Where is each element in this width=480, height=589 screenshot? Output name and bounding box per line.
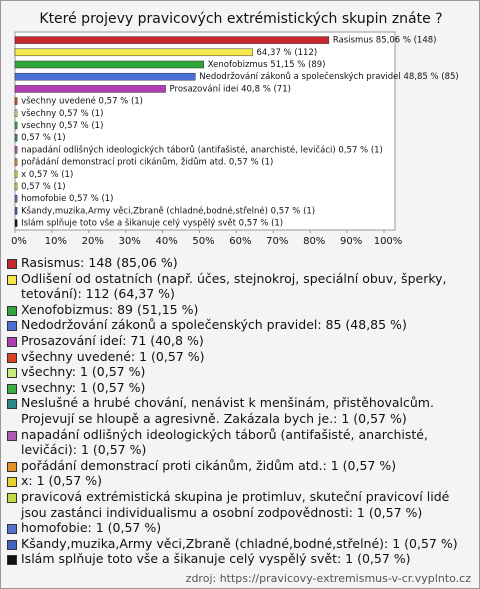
x-tick-label: 20% bbox=[82, 236, 104, 247]
bar bbox=[14, 97, 18, 105]
legend-label: všechny uvedené: 1 (0,57 %) bbox=[21, 348, 205, 364]
legend-item: Neslušné a hrubé chování, nenávist k men… bbox=[7, 395, 473, 426]
legend: Rasismus: 148 (85,06 %) Odlišení od ostat… bbox=[7, 255, 473, 567]
chart-title: Které projevy pravicových extrémistickýc… bbox=[39, 11, 442, 27]
bar bbox=[14, 219, 18, 227]
legend-swatch bbox=[7, 492, 17, 503]
bar-label: všechny uvedené 0,57 % (1) bbox=[21, 96, 143, 107]
legend-label: Neslušné a hrubé chování, nenávist k men… bbox=[21, 395, 434, 426]
legend-label: x: 1 (0,57 %) bbox=[21, 473, 102, 489]
source: zdroj: https://pravicovy-extremismus-v-c… bbox=[185, 572, 471, 585]
legend-swatch bbox=[7, 461, 17, 472]
x-tick-label: 30% bbox=[119, 236, 141, 247]
legend-swatch bbox=[7, 399, 17, 410]
legend-item: pořádání demonstrací proti cikánům, židů… bbox=[7, 458, 473, 474]
legend-swatch bbox=[7, 352, 17, 363]
legend-label: Kšandy,muzika,Army věci,Zbraně (chladné,… bbox=[21, 535, 458, 551]
legend-label: Rasismus: 148 (85,06 %) bbox=[21, 255, 178, 270]
x-tick-label: 90% bbox=[340, 236, 362, 247]
legend-item: homofobie: 1 (0,57 %) bbox=[7, 520, 473, 536]
bar bbox=[14, 133, 18, 142]
bar bbox=[14, 72, 196, 81]
bar-label: Nedodržování zákonů a společenských prav… bbox=[199, 71, 459, 82]
legend-label: homofobie: 1 (0,57 %) bbox=[21, 520, 162, 536]
legend-label: všechny: 1 (0,57 %) bbox=[21, 364, 146, 380]
legend-item: všechny uvedené: 1 (0,57 %) bbox=[7, 349, 473, 365]
bar-label: x 0,57 % (1) bbox=[21, 170, 73, 180]
bar bbox=[14, 146, 18, 154]
legend-swatch bbox=[7, 321, 17, 332]
bar-label: pořádání demonstrací proti cikánům, židů… bbox=[21, 157, 273, 168]
bar-label: Kšandy,muzika,Army věci,Zbraně (chladné,… bbox=[21, 205, 315, 216]
bar-label: 64,37 % (112) bbox=[257, 48, 318, 58]
x-tick-label: 80% bbox=[303, 236, 325, 247]
x-tick-label: 40% bbox=[155, 236, 177, 247]
legend-swatch bbox=[7, 524, 17, 535]
legend-label: pravicová extrémistická skupina je proti… bbox=[21, 488, 450, 520]
x-tick-label: 70% bbox=[266, 236, 288, 247]
legend-swatch bbox=[7, 259, 17, 269]
legend-swatch bbox=[7, 274, 17, 285]
bar bbox=[14, 121, 18, 130]
bar bbox=[14, 85, 166, 93]
bar bbox=[14, 207, 18, 215]
x-tick-label: 10% bbox=[45, 236, 67, 247]
bar bbox=[14, 194, 18, 203]
legend-swatch bbox=[7, 555, 17, 566]
legend-item: Prosazování ideí: 71 (40,8 %) bbox=[7, 333, 473, 349]
legend-swatch bbox=[7, 305, 17, 316]
x-tick-label: 0% bbox=[11, 236, 27, 247]
bar bbox=[14, 182, 18, 191]
legend-item: Kšandy,muzika,Army věci,Zbraně (chladné,… bbox=[7, 536, 473, 552]
legend-label: Prosazování ideí: 71 (40,8 %) bbox=[21, 332, 204, 348]
bar-label: 0,57 % (1) bbox=[21, 133, 65, 143]
legend-label: napadání odlišných ideologických táborů … bbox=[21, 426, 428, 458]
legend-swatch bbox=[7, 368, 17, 379]
bar-label: homofobie 0,57 % (1) bbox=[21, 194, 113, 204]
x-tick-label: 60% bbox=[229, 236, 251, 247]
legend-swatch bbox=[7, 477, 17, 488]
plot: Které projevy pravicových extrémistickýc… bbox=[11, 11, 459, 247]
bar bbox=[14, 158, 18, 166]
legend-item: Islám splňuje toto vše a šikanuje celý v… bbox=[7, 551, 473, 567]
legend-item: Xenofobizmus: 89 (51,15 %) bbox=[7, 302, 473, 318]
x-tick-label: 50% bbox=[192, 236, 214, 247]
legend-swatch bbox=[7, 336, 17, 347]
bar-label: Xenofobizmus 51,15 % (89) bbox=[208, 60, 326, 70]
bar-label: Islám splňuje toto vše a šikanuje celý v… bbox=[21, 218, 283, 229]
legend-swatch bbox=[7, 383, 17, 394]
bar-label: napadání odlišných ideologických táborů … bbox=[21, 144, 383, 155]
bar bbox=[14, 36, 330, 44]
legend-item: všechny: 1 (0,57 %) bbox=[7, 364, 473, 380]
legend-item: napadání odlišných ideologických táborů … bbox=[7, 427, 473, 458]
legend-label: Odlišení od ostatních (např. účes, stejn… bbox=[21, 270, 447, 302]
legend-item: Rasismus: 148 (85,06 %) bbox=[7, 255, 473, 271]
legend-item: x: 1 (0,57 %) bbox=[7, 473, 473, 489]
bar bbox=[14, 60, 204, 69]
legend-item: pravicová extrémistická skupina je proti… bbox=[7, 489, 473, 520]
legend-label: pořádání demonstrací proti cikánům, židů… bbox=[21, 457, 397, 473]
legend-swatch bbox=[7, 430, 17, 441]
legend-label: vsechny: 1 (0,57 %) bbox=[21, 379, 146, 395]
bar bbox=[14, 109, 18, 118]
legend-label: Xenofobizmus: 89 (51,15 %) bbox=[21, 301, 199, 317]
x-tick-label: 100% bbox=[374, 236, 403, 247]
bar-label: vsechny 0,57 % (1) bbox=[21, 121, 103, 131]
legend-swatch bbox=[7, 539, 17, 550]
legend-item: Odlišení od ostatních (např. účes, stejn… bbox=[7, 271, 473, 302]
bar bbox=[14, 48, 253, 57]
bar-label: 0,57 % (1) bbox=[21, 182, 65, 192]
bar-label: Prosazování idei 40,8 % (71) bbox=[170, 84, 291, 94]
legend-item: vsechny: 1 (0,57 %) bbox=[7, 380, 473, 396]
bar bbox=[14, 170, 18, 179]
legend-item: Nedodržování zákonů a společenských prav… bbox=[7, 317, 473, 333]
legend-label: Islám splňuje toto vše a šikanuje celý v… bbox=[21, 551, 411, 567]
bar-label: všechny 0,57 % (1) bbox=[21, 108, 103, 119]
bar-label: Rasismus 85,06 % (148) bbox=[333, 36, 437, 46]
legend-label: Nedodržování zákonů a společenských prav… bbox=[21, 317, 407, 333]
